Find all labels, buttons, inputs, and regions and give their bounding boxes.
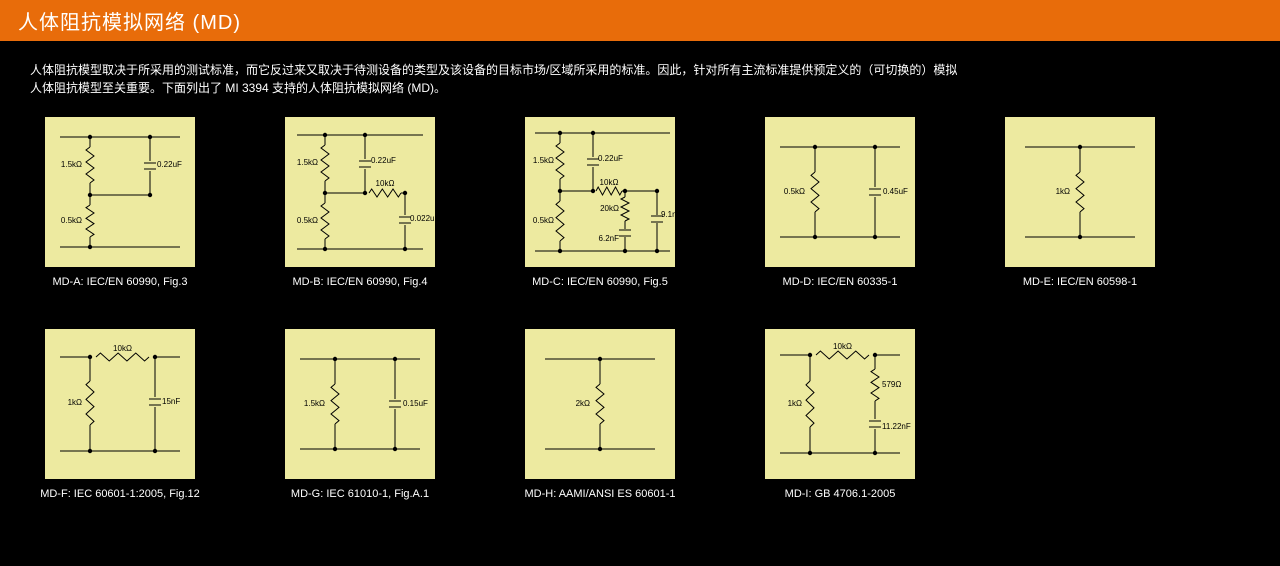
svg-text:1kΩ: 1kΩ — [788, 399, 802, 408]
svg-text:1kΩ: 1kΩ — [1056, 187, 1070, 196]
circuit-thumbnail: 1.5kΩ 0.22uF 10kΩ 0.5kΩ 0.022uF — [285, 117, 435, 267]
svg-text:0.22uF: 0.22uF — [371, 156, 396, 165]
svg-text:9.1nF: 9.1nF — [661, 210, 675, 219]
network-cell: 1.5kΩ 0.22uF 10kΩ 0.5kΩ 0.022uF MD-B: IEC/EN … — [270, 117, 450, 289]
svg-text:10kΩ: 10kΩ — [600, 178, 619, 187]
circuit-thumbnail: 10kΩ 1kΩ 579Ω 11.22nF — [765, 329, 915, 479]
network-cell: 1.5kΩ 0.15uF MD-G: IEC 61010-1, Fig.A.1 — [270, 329, 450, 501]
network-cell: 10kΩ 1kΩ 579Ω 11.22nF MD-I: GB 4706.1-2005 — [750, 329, 930, 501]
network-cell: 10kΩ 1kΩ 15nF MD-F: IEC 60601-1:2005, Fig.1… — [30, 329, 210, 501]
page-body: 人体阻抗模型取决于所采用的测试标准，而它反过来又取决于待测设备的类型及该设备的目… — [0, 41, 1280, 532]
network-caption: MD-C: IEC/EN 60990, Fig.5 — [532, 275, 668, 289]
svg-text:6.2nF: 6.2nF — [599, 234, 620, 243]
svg-text:579Ω: 579Ω — [882, 380, 901, 389]
network-cell: 1.5kΩ 0.22uF 10kΩ 0.5kΩ 20kΩ 6.2nF 9.1nF MD-C: … — [510, 117, 690, 289]
svg-text:20kΩ: 20kΩ — [600, 204, 619, 213]
network-caption: MD-I: GB 4706.1-2005 — [785, 487, 896, 501]
network-cell: 0.5kΩ 0.45uF MD-D: IEC/EN 60335-1 — [750, 117, 930, 289]
svg-text:0.5kΩ: 0.5kΩ — [533, 216, 554, 225]
intro-text: 人体阻抗模型取决于所采用的测试标准，而它反过来又取决于待测设备的类型及该设备的目… — [30, 61, 1250, 97]
network-cell: 2kΩ MD-H: AAMI/ANSI ES 60601-1 — [510, 329, 690, 501]
svg-text:0.022uF: 0.022uF — [410, 214, 435, 223]
svg-text:0.5kΩ: 0.5kΩ — [784, 187, 805, 196]
svg-text:0.22uF: 0.22uF — [157, 160, 182, 169]
svg-text:1kΩ: 1kΩ — [68, 398, 82, 407]
svg-text:0.15uF: 0.15uF — [403, 399, 428, 408]
svg-text:1.5kΩ: 1.5kΩ — [297, 158, 318, 167]
svg-text:0.5kΩ: 0.5kΩ — [61, 216, 82, 225]
svg-text:0.22uF: 0.22uF — [598, 154, 623, 163]
svg-text:11.22nF: 11.22nF — [882, 422, 911, 431]
circuit-thumbnail: 1.5kΩ 0.22uF 10kΩ 0.5kΩ 20kΩ 6.2nF 9.1nF — [525, 117, 675, 267]
network-caption: MD-E: IEC/EN 60598-1 — [1023, 275, 1137, 289]
svg-text:15nF: 15nF — [162, 397, 180, 406]
circuit-thumbnail: 0.5kΩ 0.45uF — [765, 117, 915, 267]
intro-line-1: 人体阻抗模型取决于所采用的测试标准，而它反过来又取决于待测设备的类型及该设备的目… — [30, 63, 957, 77]
circuit-thumbnail: 2kΩ — [525, 329, 675, 479]
intro-line-2: 人体阻抗模型至关重要。下面列出了 MI 3394 支持的人体阻抗模拟网络 (MD… — [30, 81, 446, 95]
svg-text:10kΩ: 10kΩ — [833, 342, 852, 351]
circuit-thumbnail: 1kΩ — [1005, 117, 1155, 267]
network-caption: MD-H: AAMI/ANSI ES 60601-1 — [525, 487, 676, 501]
network-cell: 1.5kΩ 0.22uF 0.5kΩ MD-A: IEC/EN 60990, Fig.… — [30, 117, 210, 289]
svg-text:1.5kΩ: 1.5kΩ — [61, 160, 82, 169]
network-cell: 1kΩ MD-E: IEC/EN 60598-1 — [990, 117, 1170, 289]
svg-text:10kΩ: 10kΩ — [113, 344, 132, 353]
svg-text:2kΩ: 2kΩ — [576, 399, 590, 408]
circuit-thumbnail: 10kΩ 1kΩ 15nF — [45, 329, 195, 479]
network-caption: MD-B: IEC/EN 60990, Fig.4 — [292, 275, 427, 289]
svg-text:0.45uF: 0.45uF — [883, 187, 908, 196]
section-title: 人体阻抗模拟网络 (MD) — [18, 12, 241, 34]
network-caption: MD-D: IEC/EN 60335-1 — [783, 275, 898, 289]
network-grid: 1.5kΩ 0.22uF 0.5kΩ MD-A: IEC/EN 60990, Fig.… — [30, 117, 1250, 502]
circuit-thumbnail: 1.5kΩ 0.15uF — [285, 329, 435, 479]
svg-text:1.5kΩ: 1.5kΩ — [533, 156, 554, 165]
network-caption: MD-A: IEC/EN 60990, Fig.3 — [52, 275, 187, 289]
section-header: 人体阻抗模拟网络 (MD) — [0, 0, 1280, 41]
network-caption: MD-F: IEC 60601-1:2005, Fig.12 — [40, 487, 200, 501]
network-caption: MD-G: IEC 61010-1, Fig.A.1 — [291, 487, 429, 501]
svg-text:0.5kΩ: 0.5kΩ — [297, 216, 318, 225]
svg-text:10kΩ: 10kΩ — [376, 179, 395, 188]
circuit-thumbnail: 1.5kΩ 0.22uF 0.5kΩ — [45, 117, 195, 267]
svg-text:1.5kΩ: 1.5kΩ — [304, 399, 325, 408]
